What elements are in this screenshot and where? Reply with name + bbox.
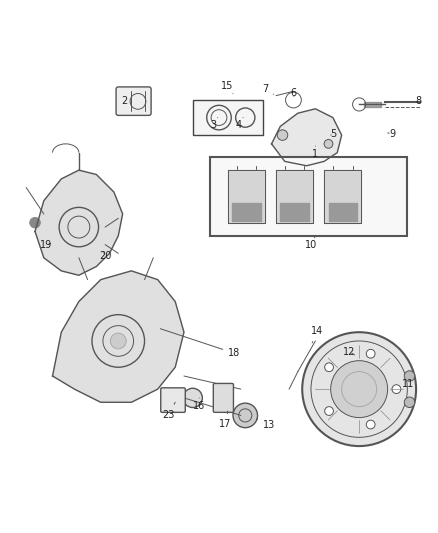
Polygon shape: [35, 170, 123, 275]
Polygon shape: [272, 109, 342, 166]
Text: 2: 2: [122, 96, 131, 107]
Circle shape: [277, 130, 288, 140]
Circle shape: [404, 371, 415, 381]
Circle shape: [110, 333, 126, 349]
Text: 16: 16: [193, 398, 205, 411]
Polygon shape: [280, 203, 309, 221]
Text: 13: 13: [257, 419, 275, 430]
Circle shape: [392, 385, 401, 393]
Text: 5: 5: [331, 129, 337, 139]
Text: 17: 17: [219, 411, 232, 429]
Polygon shape: [232, 203, 261, 221]
Text: 9: 9: [388, 129, 395, 139]
Circle shape: [233, 403, 258, 427]
Circle shape: [302, 332, 416, 446]
Circle shape: [30, 217, 40, 228]
Circle shape: [324, 140, 333, 148]
Text: 3: 3: [210, 118, 218, 131]
Text: 4: 4: [236, 118, 243, 131]
Text: 15: 15: [221, 80, 233, 93]
Circle shape: [325, 407, 333, 415]
Circle shape: [183, 388, 202, 408]
Polygon shape: [328, 203, 357, 221]
FancyBboxPatch shape: [116, 87, 151, 115]
Text: 23: 23: [162, 402, 175, 419]
FancyBboxPatch shape: [213, 383, 233, 413]
Circle shape: [325, 363, 333, 372]
Text: 10: 10: [305, 236, 317, 251]
Text: 11: 11: [402, 379, 414, 389]
Circle shape: [404, 397, 415, 408]
Text: 1: 1: [312, 146, 318, 159]
Text: 6: 6: [290, 88, 297, 99]
Bar: [193, 100, 263, 135]
Text: 14: 14: [311, 326, 324, 343]
Text: 7: 7: [262, 84, 274, 94]
Text: 12: 12: [343, 347, 356, 357]
FancyBboxPatch shape: [161, 388, 185, 413]
Circle shape: [331, 361, 388, 418]
Text: 8: 8: [412, 96, 421, 107]
Circle shape: [366, 420, 375, 429]
Polygon shape: [324, 170, 361, 223]
Circle shape: [366, 349, 375, 358]
Text: 19: 19: [40, 240, 52, 251]
Polygon shape: [228, 170, 265, 223]
Polygon shape: [276, 170, 313, 223]
Polygon shape: [53, 271, 184, 402]
Text: 18: 18: [160, 329, 240, 358]
Bar: [210, 157, 407, 236]
Text: 20: 20: [99, 252, 111, 261]
